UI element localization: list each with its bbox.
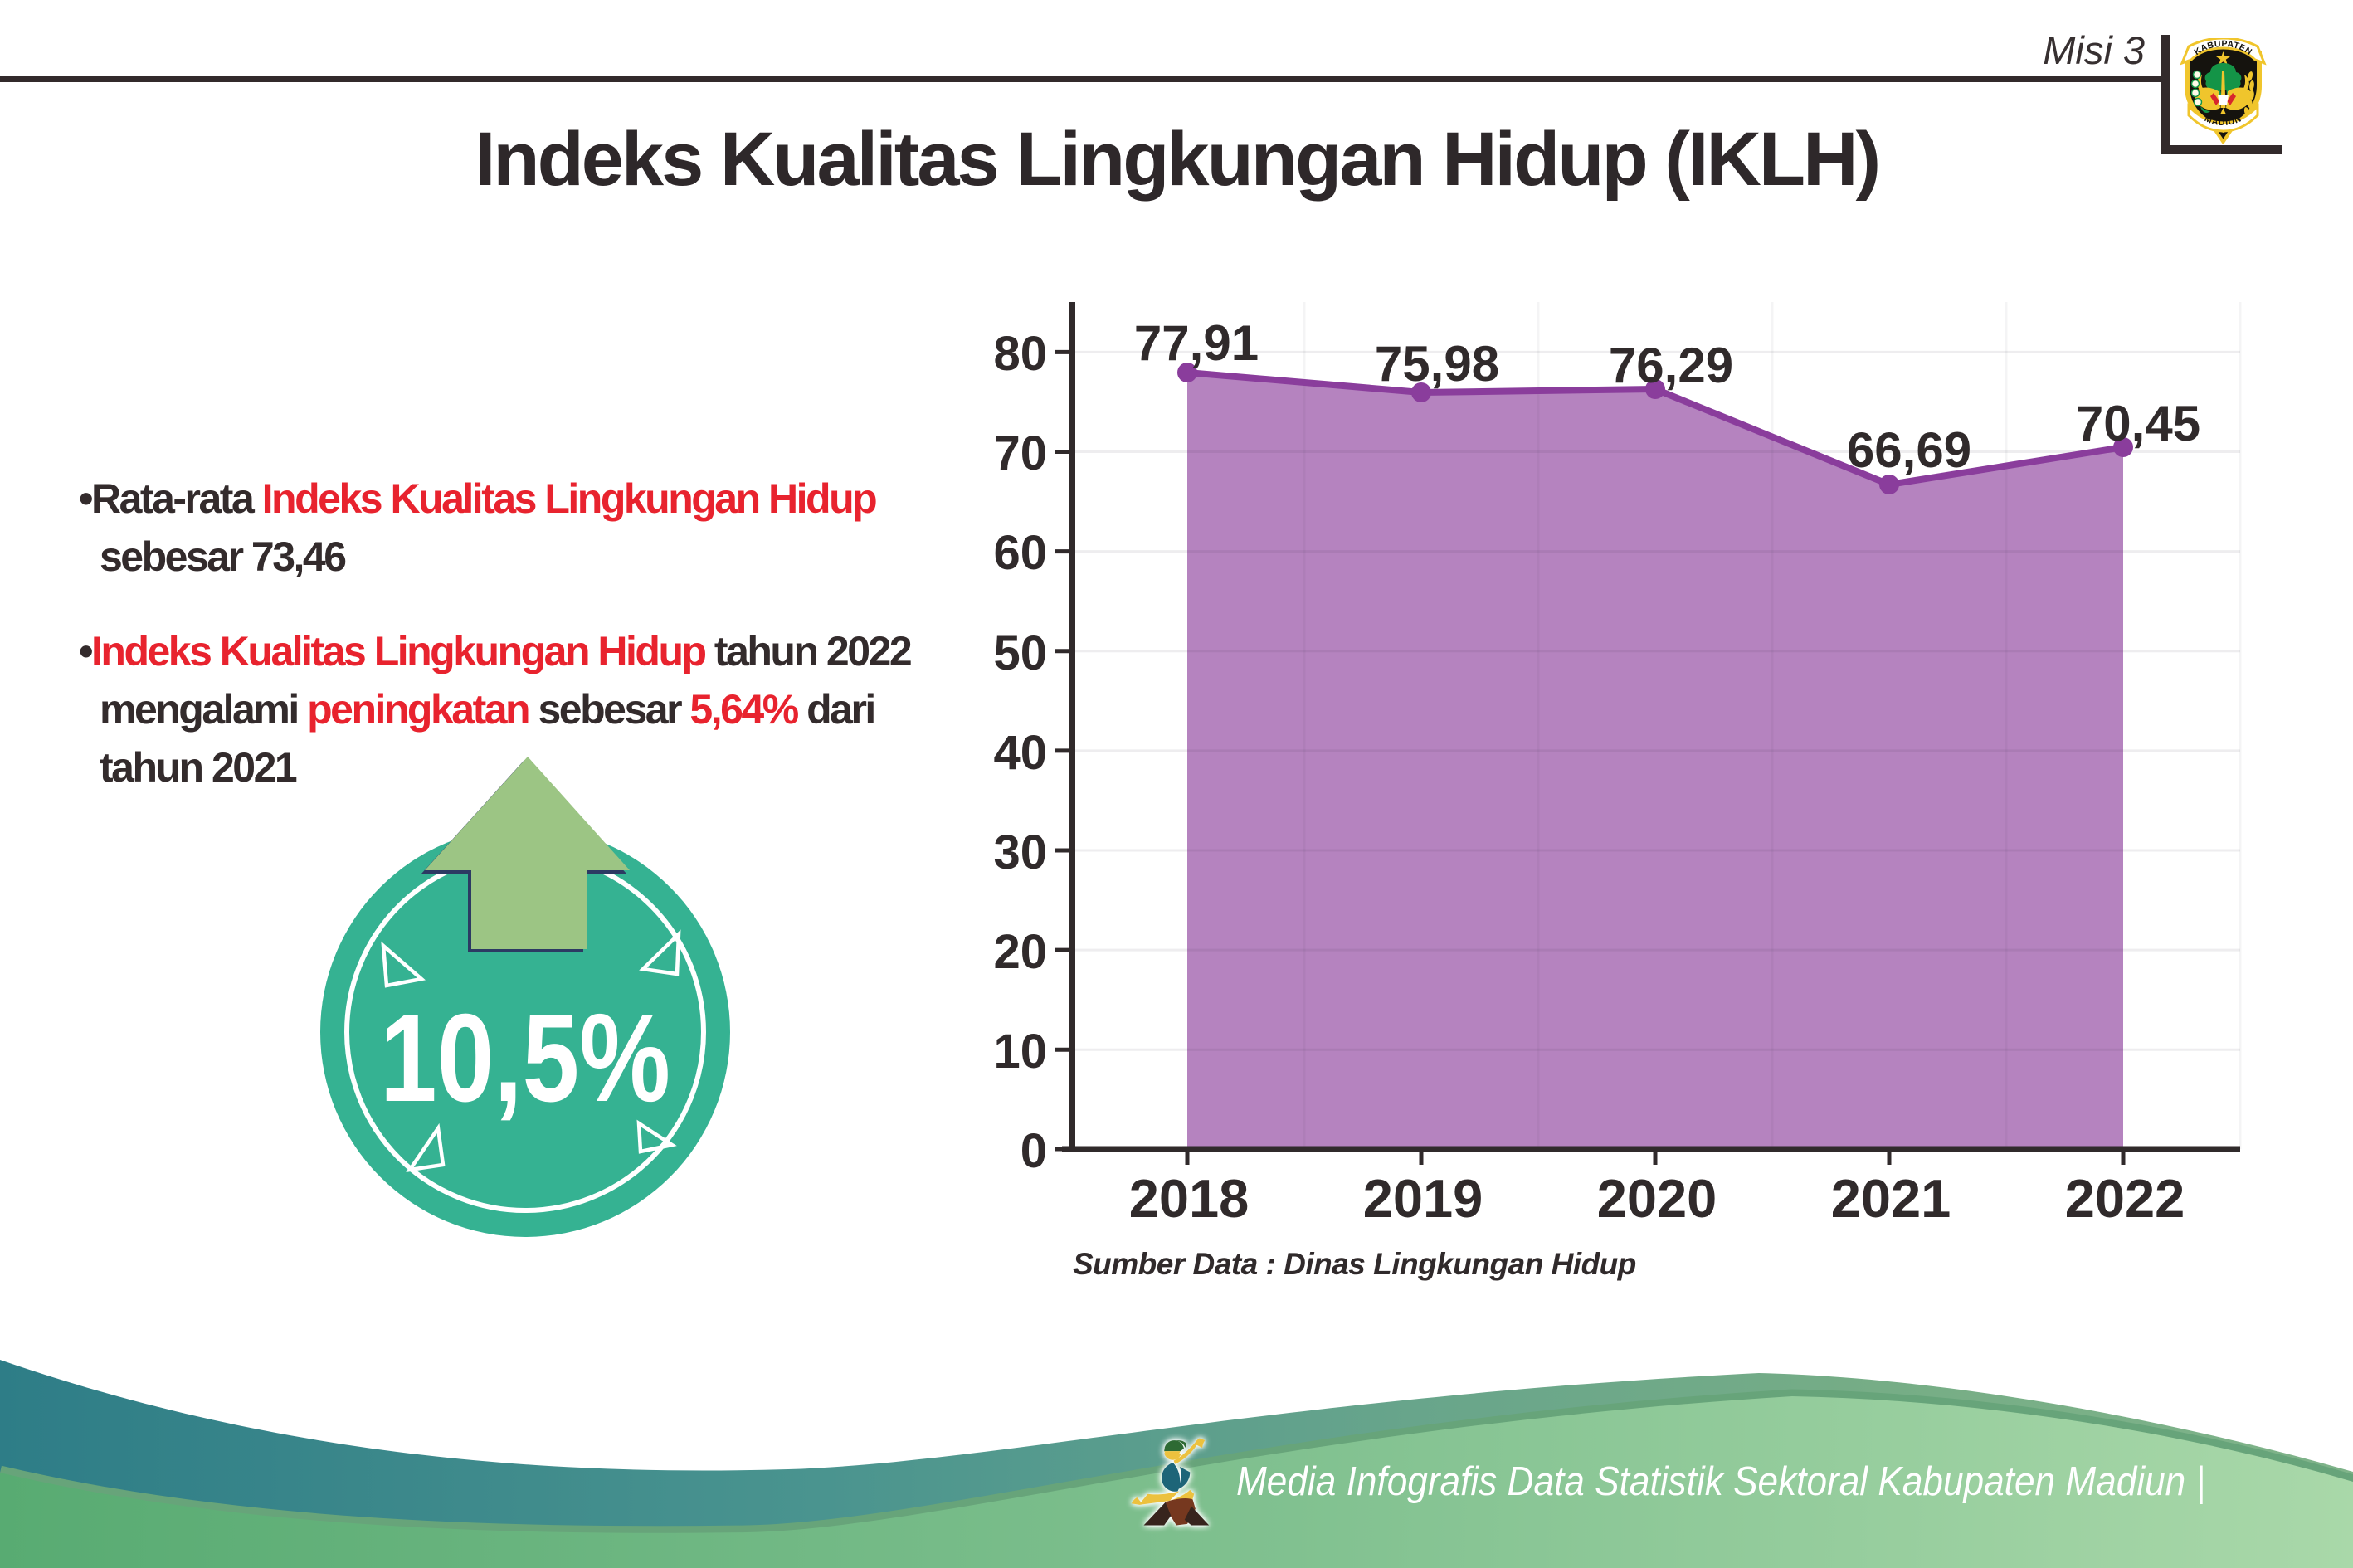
svg-text:2022: 2022	[2065, 1168, 2185, 1229]
svg-text:77,91: 77,91	[1134, 315, 1259, 371]
svg-text:Sumber Data : Dinas Lingkungan: Sumber Data : Dinas Lingkungan Hidup	[1073, 1247, 1636, 1281]
svg-text:80: 80	[993, 327, 1047, 381]
svg-text:2018: 2018	[1129, 1168, 1250, 1229]
svg-text:40: 40	[993, 726, 1047, 780]
svg-text:2019: 2019	[1363, 1168, 1483, 1229]
svg-text:76,29: 76,29	[1609, 338, 1733, 393]
svg-text:30: 30	[993, 825, 1047, 879]
svg-text:66,69: 66,69	[1847, 422, 1971, 478]
svg-text:70,45: 70,45	[2076, 396, 2200, 451]
svg-text:10,5%: 10,5%	[380, 987, 670, 1127]
svg-text:60: 60	[993, 526, 1047, 580]
svg-text:20: 20	[993, 925, 1047, 979]
svg-text:Media Infografis Data Statisti: Media Infografis Data Statistik Sektoral…	[1236, 1459, 2205, 1504]
svg-text:2020: 2020	[1597, 1168, 1717, 1229]
svg-text:0: 0	[1021, 1124, 1047, 1178]
svg-text:2021: 2021	[1831, 1168, 1951, 1229]
svg-text:50: 50	[993, 626, 1047, 680]
svg-text:10: 10	[993, 1025, 1047, 1079]
svg-text:70: 70	[993, 426, 1047, 480]
svg-text:75,98: 75,98	[1375, 336, 1499, 392]
svg-text:MADIUN: MADIUN	[2203, 114, 2243, 128]
